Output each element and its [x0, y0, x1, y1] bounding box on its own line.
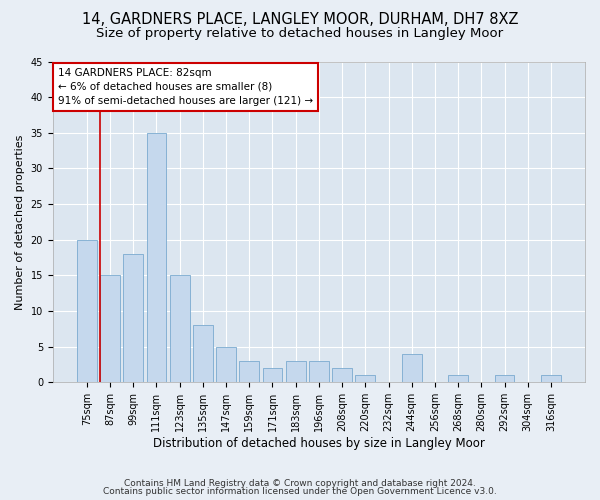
Bar	[494, 375, 514, 382]
Text: Contains HM Land Registry data © Crown copyright and database right 2024.: Contains HM Land Registry data © Crown c…	[124, 478, 476, 488]
Bar	[355, 375, 375, 382]
Bar	[146, 133, 166, 382]
Text: Contains public sector information licensed under the Open Government Licence v3: Contains public sector information licen…	[103, 487, 497, 496]
Text: 14 GARDNERS PLACE: 82sqm
← 6% of detached houses are smaller (8)
91% of semi-det: 14 GARDNERS PLACE: 82sqm ← 6% of detache…	[58, 68, 313, 106]
Text: Size of property relative to detached houses in Langley Moor: Size of property relative to detached ho…	[97, 28, 503, 40]
Bar	[402, 354, 422, 382]
Y-axis label: Number of detached properties: Number of detached properties	[15, 134, 25, 310]
Bar	[541, 375, 561, 382]
Bar	[309, 361, 329, 382]
Bar	[286, 361, 305, 382]
Bar	[124, 254, 143, 382]
Bar	[448, 375, 468, 382]
X-axis label: Distribution of detached houses by size in Langley Moor: Distribution of detached houses by size …	[153, 437, 485, 450]
Bar	[332, 368, 352, 382]
Bar	[170, 276, 190, 382]
Bar	[263, 368, 283, 382]
Bar	[216, 346, 236, 382]
Text: 14, GARDNERS PLACE, LANGLEY MOOR, DURHAM, DH7 8XZ: 14, GARDNERS PLACE, LANGLEY MOOR, DURHAM…	[82, 12, 518, 28]
Bar	[100, 276, 120, 382]
Bar	[239, 361, 259, 382]
Bar	[77, 240, 97, 382]
Bar	[193, 326, 213, 382]
